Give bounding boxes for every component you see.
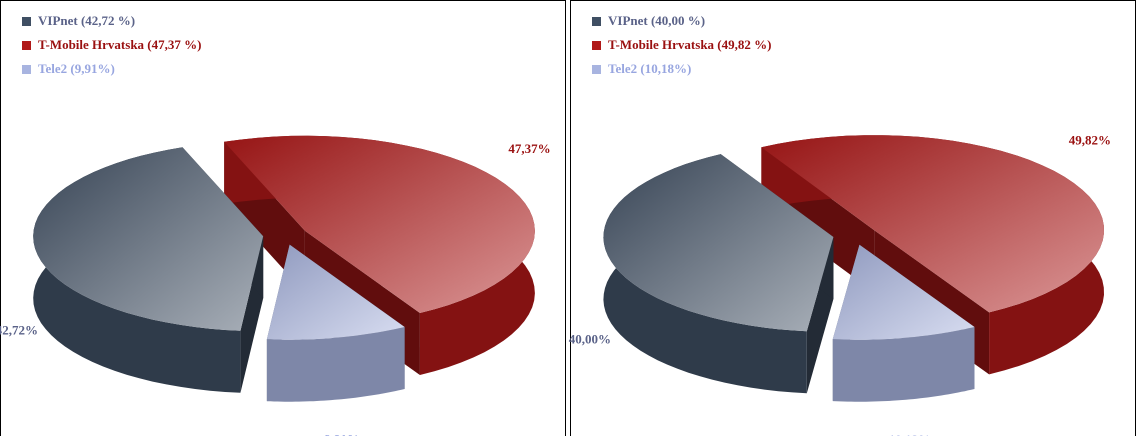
data-label: 42,72% [0, 323, 38, 338]
legend-label: Tele2 (9,91%) [38, 61, 115, 76]
legend-swatch [22, 41, 31, 50]
legend-swatch [22, 17, 31, 26]
pie-slice [33, 147, 264, 331]
data-label: 10,18% [889, 432, 931, 436]
legend-label: Tele2 (10,18%) [608, 61, 691, 76]
pie-slice [266, 244, 405, 340]
slice-side [266, 327, 405, 402]
data-label: 9,91% [324, 432, 360, 436]
legend-label: T-Mobile Hrvatska (47,37 %) [38, 37, 201, 52]
pie-slice [603, 154, 834, 332]
data-label: 40,00% [569, 331, 611, 346]
legend-label: T-Mobile Hrvatska (49,82 %) [608, 37, 771, 52]
legend-swatch [592, 41, 601, 50]
legend-swatch [592, 17, 601, 26]
legend-swatch [592, 65, 601, 74]
pie-slice [832, 244, 975, 340]
legend-swatch [22, 65, 31, 74]
pie-chart: VIPnet (42,72 %) T-Mobile Hrvatska (47,37… [0, 13, 551, 436]
legend-label: VIPnet (40,00 %) [608, 13, 705, 28]
pie-slice [224, 135, 535, 313]
legend-label: VIPnet (42,72 %) [38, 13, 135, 28]
pie-chart: VIPnet (40,00 %) T-Mobile Hrvatska (49,82… [569, 13, 1111, 436]
pie-slice [761, 135, 1104, 313]
slice-side [832, 327, 975, 402]
data-label: 47,37% [508, 141, 550, 156]
data-label: 49,82% [1069, 132, 1111, 147]
